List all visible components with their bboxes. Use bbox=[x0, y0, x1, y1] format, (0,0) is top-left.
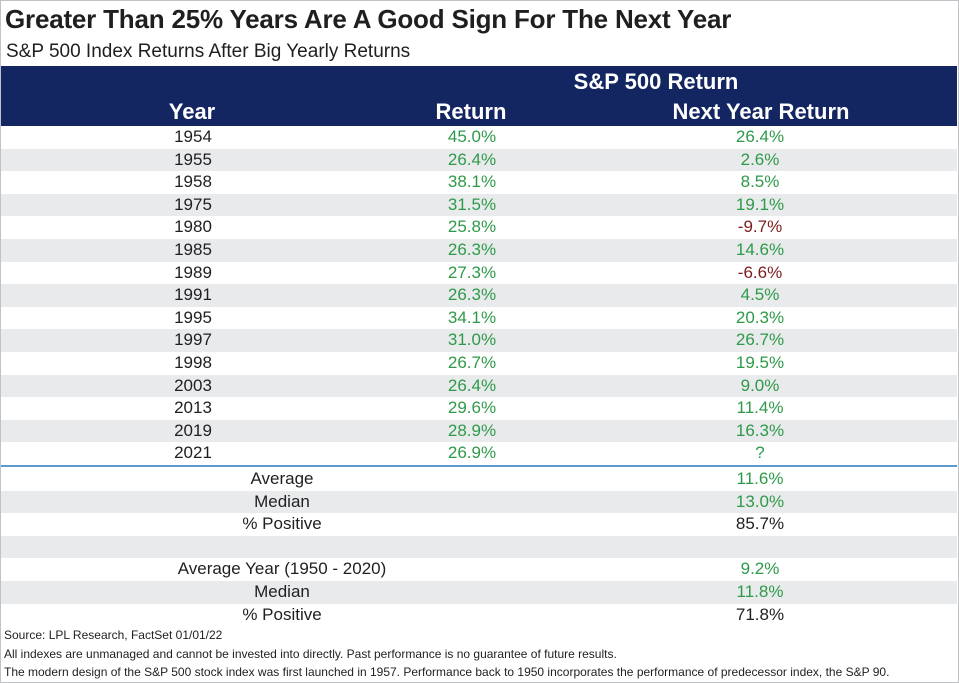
next-year-return-cell: 19.5% bbox=[735, 353, 785, 372]
return-cell: 31.0% bbox=[447, 330, 497, 350]
year-cell: 1958 bbox=[174, 172, 212, 192]
table-row: 2021 26.9%? bbox=[1, 442, 957, 465]
next-year-return-cell: 19.1% bbox=[735, 194, 785, 214]
summary-value: 85.7% bbox=[735, 514, 785, 534]
summary-value: 13.0% bbox=[735, 491, 785, 511]
next-year-return-cell: 2.6% bbox=[740, 149, 780, 169]
next-year-return-cell: 20.3% bbox=[735, 307, 785, 327]
next-year-return-cell: 8.5% bbox=[740, 172, 780, 192]
year-cell: 1980 bbox=[174, 217, 212, 237]
return-cell: 26.3% bbox=[447, 285, 497, 305]
summary-value: 9.2% bbox=[740, 559, 780, 579]
year-cell: 1955 bbox=[174, 149, 212, 169]
header-return: Return bbox=[435, 99, 507, 124]
summary-value: 71.8% bbox=[735, 604, 785, 624]
table-row: 1954 45.0% 26.4% bbox=[1, 126, 957, 149]
return-cell: 26.3% bbox=[447, 240, 497, 259]
table-row: 1995 34.1% 20.3% bbox=[1, 307, 957, 330]
table-row: 2003 26.4% 9.0% bbox=[1, 374, 957, 398]
year-cell: 2021 bbox=[174, 443, 212, 463]
table-row: 1975 31.5% 19.1% bbox=[1, 193, 957, 217]
next-year-return-cell: -6.6% bbox=[737, 262, 783, 282]
summary-label: % Positive bbox=[242, 514, 322, 534]
source-note: Source: LPL Research, FactSet 01/01/22 bbox=[4, 628, 223, 642]
return-cell: 27.3% bbox=[447, 262, 497, 282]
return-cell: 45.0% bbox=[447, 127, 497, 146]
summary-row: Median 11.8% bbox=[1, 581, 957, 604]
year-cell: 1989 bbox=[174, 262, 212, 282]
return-cell: 38.1% bbox=[447, 172, 497, 192]
return-cell: 29.6% bbox=[447, 398, 497, 418]
header-group-sp500-return: S&P 500 Return bbox=[573, 69, 739, 94]
page-title: Greater Than 25% Years Are A Good Sign F… bbox=[5, 4, 732, 34]
year-cell: 2013 bbox=[174, 398, 212, 418]
return-cell: 25.8% bbox=[447, 217, 497, 237]
disclaimer-note: All indexes are unmanaged and cannot be … bbox=[4, 647, 617, 661]
summary-label: Median bbox=[254, 491, 310, 511]
summary-label: Median bbox=[254, 582, 310, 601]
next-year-return-cell: 9.0% bbox=[740, 375, 780, 395]
return-cell: 34.1% bbox=[447, 307, 497, 327]
next-year-return-cell: 4.5% bbox=[740, 285, 780, 305]
return-cell: 26.7% bbox=[447, 353, 497, 372]
year-cell: 1995 bbox=[174, 307, 212, 327]
next-year-return-cell: 14.6% bbox=[735, 240, 785, 259]
header-year: Year bbox=[168, 99, 216, 124]
summary-value bbox=[697, 536, 823, 559]
year-cell: 1991 bbox=[174, 285, 212, 305]
summary-row: Median 13.0% bbox=[1, 490, 957, 514]
next-year-return-cell: 11.4% bbox=[736, 398, 784, 418]
table-row: 1985 26.3% 14.6% bbox=[1, 239, 957, 262]
next-year-return-cell: 26.4% bbox=[735, 127, 785, 146]
next-year-return-cell: 16.3% bbox=[735, 420, 785, 440]
table-row: 1989 27.3% -6.6% bbox=[1, 262, 957, 285]
table-row: 1997 31.0% 26.7% bbox=[1, 329, 957, 352]
table-row: 1991 26.3% 4.5% bbox=[1, 284, 957, 307]
year-cell: 2003 bbox=[174, 375, 212, 395]
year-cell: 1997 bbox=[174, 330, 212, 350]
summary-row: Average Year (1950 - 2020) 9.2% bbox=[1, 558, 957, 581]
return-cell: 26.9% bbox=[447, 443, 497, 463]
table-row: 1998 26.7% 19.5% bbox=[1, 352, 957, 375]
summary-row: % Positive 85.7% bbox=[1, 513, 957, 536]
return-cell: 28.9% bbox=[447, 420, 497, 440]
summary-row: % Positive 71.8% bbox=[1, 604, 957, 627]
summary-value: 11.8% bbox=[736, 582, 784, 601]
next-year-return-cell: 26.7% bbox=[735, 330, 785, 350]
table-row: 2013 29.6% 11.4% bbox=[1, 397, 957, 420]
summary-label: Average Year (1950 - 2020) bbox=[177, 559, 387, 579]
table-row: 2019 28.9% 16.3% bbox=[1, 419, 957, 443]
return-cell: 31.5% bbox=[447, 194, 497, 214]
year-cell: 1998 bbox=[174, 353, 212, 372]
page-subtitle: S&P 500 Index Returns After Big Yearly R… bbox=[6, 41, 411, 62]
table-row: 1958 38.1% 8.5% bbox=[1, 171, 957, 194]
year-cell: 1954 bbox=[174, 127, 212, 146]
summary-label bbox=[121, 536, 443, 559]
year-cell: 1975 bbox=[174, 194, 212, 214]
table-row: 1980 25.8% -9.7% bbox=[1, 216, 957, 239]
summary-label: % Positive bbox=[242, 604, 322, 624]
return-cell: 26.4% bbox=[447, 375, 497, 395]
table-row: 1955 26.4% 2.6% bbox=[1, 148, 957, 172]
summary-row bbox=[1, 535, 957, 559]
year-cell: 1985 bbox=[174, 240, 212, 259]
summary-label: Average bbox=[250, 469, 314, 488]
year-cell: 2019 bbox=[174, 420, 212, 440]
summary-value: 11.6% bbox=[736, 469, 784, 488]
header-next-year-return: Next Year Return bbox=[672, 99, 850, 124]
history-note: The modern design of the S&P 500 stock i… bbox=[4, 665, 890, 679]
next-year-return-cell: -9.7% bbox=[737, 217, 783, 237]
next-year-return-cell: ? bbox=[755, 443, 765, 463]
summary-row: Average 11.6% bbox=[1, 468, 957, 491]
table-header bbox=[1, 66, 957, 126]
summary-divider bbox=[1, 465, 957, 467]
return-cell: 26.4% bbox=[447, 149, 497, 169]
